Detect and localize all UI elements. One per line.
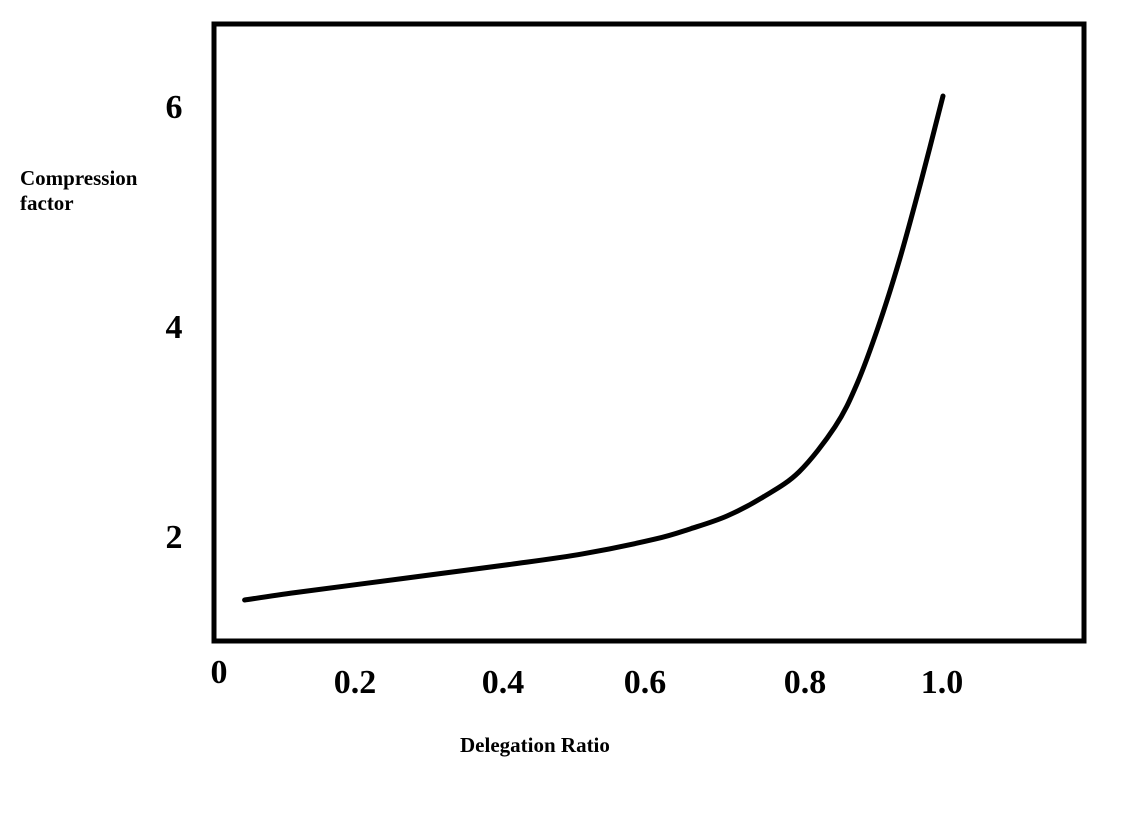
- x-tick-label: 0.2: [334, 664, 377, 701]
- y-tick-label: 2: [166, 519, 183, 556]
- y-tick-labels: 2 4 6: [166, 89, 183, 556]
- x-tick-label: 0.6: [624, 664, 667, 701]
- x-tick-label: 0.4: [482, 664, 525, 701]
- y-axis-label-line: Compression: [20, 166, 138, 190]
- series-line: [242, 93, 946, 603]
- y-axis-label: Compression factor: [20, 166, 138, 215]
- x-tick-labels: 0 0.2 0.4 0.6 0.8 1.0: [211, 654, 964, 701]
- x-tick-label: 0.8: [784, 664, 827, 701]
- y-tick-label: 6: [166, 89, 183, 126]
- y-tick-label: 4: [166, 309, 183, 346]
- plot-frame: [211, 21, 1087, 644]
- y-axis-label-line: factor: [20, 191, 74, 215]
- x-axis-label: Delegation Ratio: [460, 733, 610, 757]
- x-tick-label: 1.0: [921, 664, 964, 701]
- x-tick-label: 0: [211, 654, 228, 691]
